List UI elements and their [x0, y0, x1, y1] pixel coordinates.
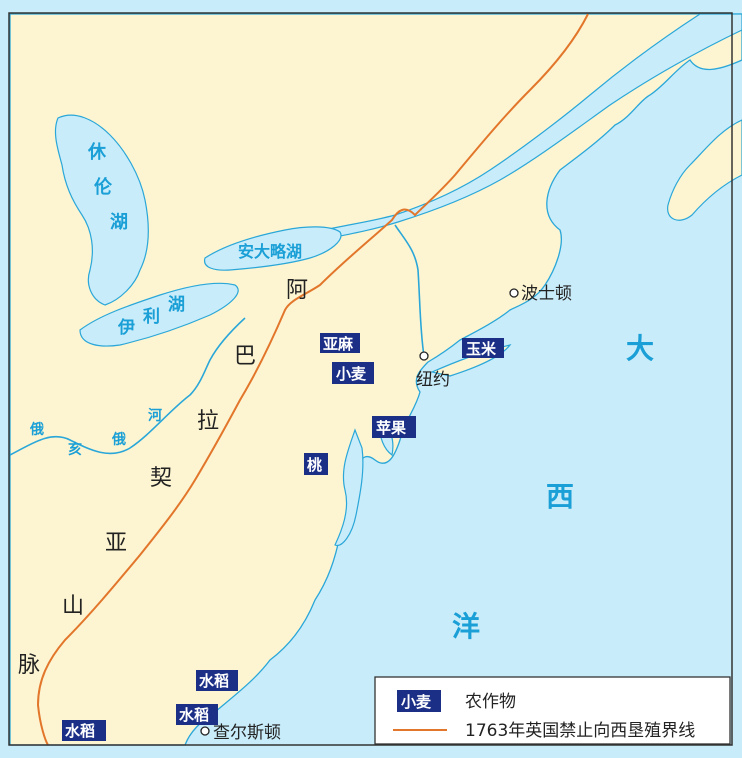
lake-ontario-label: 安大略湖 — [238, 242, 302, 261]
lake-erie-label-2: 利 — [143, 306, 160, 327]
ohio-river-label-2: 亥 — [68, 441, 82, 458]
crop-label-rice-3: 水稻 — [65, 722, 95, 740]
lake-erie-label-1: 伊 — [117, 317, 135, 338]
boston-label: 波士顿 — [521, 284, 572, 304]
crop-badge-corn — [462, 338, 504, 358]
lake-huron — [54, 114, 149, 306]
crop-badge-peach — [304, 453, 328, 475]
crop-badge-wheat — [332, 362, 374, 384]
lake-huron-label-2: 伦 — [94, 176, 113, 198]
ohio-river — [9, 317, 246, 456]
crop-badge-rice-2 — [176, 704, 218, 725]
ohio-river-label-4: 河 — [148, 407, 162, 424]
charleston-label: 查尔斯顿 — [213, 723, 281, 743]
appalachian-label-7: 脉 — [18, 653, 40, 678]
map-frame — [8, 12, 733, 746]
hudson-river — [394, 224, 425, 357]
crop-label-peach: 桃 — [307, 456, 322, 474]
legend-line-text: 1763年英国禁止向西垦殖界线 — [465, 721, 695, 741]
atlantic-label-2: 西 — [546, 480, 574, 513]
boston-marker — [509, 288, 519, 298]
lake-erie — [79, 282, 239, 347]
appalachian-label-4: 契 — [150, 466, 172, 491]
chesapeake-bay — [334, 428, 364, 546]
crop-label-wheat: 小麦 — [336, 365, 367, 383]
lake-erie-label-3: 湖 — [168, 295, 185, 315]
appalachian-label-2: 巴 — [234, 344, 256, 369]
legend-crop-badge — [397, 690, 441, 712]
appalachian-label-1: 阿 — [286, 278, 308, 303]
proclamation-line-1763 — [36, 13, 589, 746]
appalachian-label-6: 山 — [62, 594, 84, 619]
crop-label-rice-1: 水稻 — [199, 672, 229, 690]
new-york-marker — [419, 351, 429, 361]
crop-badge-flax — [320, 333, 360, 353]
new-york-label: 纽约 — [416, 370, 450, 390]
crop-label-rice-2: 水稻 — [179, 706, 209, 724]
legend: 小麦 农作物 1763年英国禁止向西垦殖界线 — [374, 676, 731, 745]
crop-label-apple: 苹果 — [376, 419, 407, 437]
lake-ontario — [204, 226, 342, 271]
crop-badge-apple — [372, 416, 416, 438]
appalachian-label-3: 拉 — [197, 409, 219, 434]
ohio-river-label-3: 俄 — [111, 431, 126, 448]
lake-huron-label-1: 休 — [87, 141, 107, 163]
appalachian-label-5: 亚 — [105, 531, 127, 556]
lake-huron-label-3: 湖 — [110, 212, 128, 233]
ohio-river-label-1: 俄 — [29, 421, 44, 438]
crop-label-corn: 玉米 — [466, 340, 497, 358]
atlantic-label-3: 洋 — [452, 610, 480, 643]
charleston-marker — [200, 726, 210, 736]
crop-badge-rice-1 — [196, 670, 238, 691]
crop-badge-rice-3 — [62, 720, 106, 741]
northeast-peninsula — [667, 119, 742, 221]
legend-crop-badge-label: 小麦 — [401, 693, 432, 711]
crop-label-flax: 亚麻 — [323, 335, 354, 353]
mainland — [9, 13, 742, 746]
atlantic-label-1: 大 — [626, 332, 654, 365]
legend-crop-text: 农作物 — [465, 692, 516, 712]
